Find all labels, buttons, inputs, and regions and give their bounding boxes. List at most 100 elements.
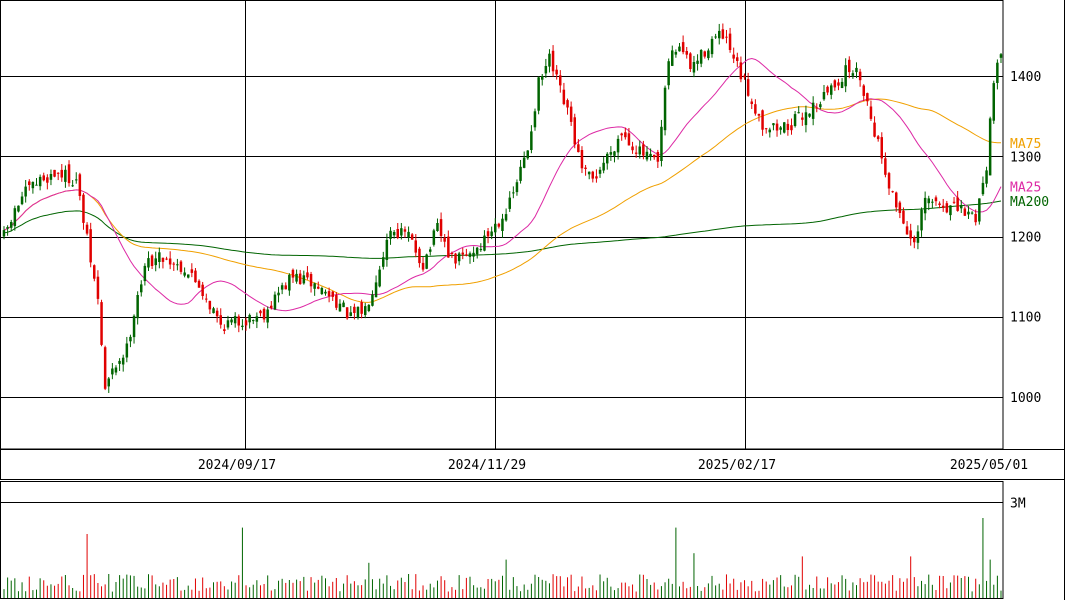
candle-body	[876, 136, 880, 140]
candle-body	[38, 176, 42, 187]
candle-body	[653, 154, 656, 158]
candle-body	[125, 343, 129, 358]
candle-body	[591, 171, 594, 179]
candle-body	[93, 265, 96, 279]
candle-body	[331, 291, 334, 297]
candle-body	[577, 144, 580, 153]
candle-body	[237, 316, 240, 326]
candle-body	[96, 276, 100, 299]
candle-body	[53, 169, 56, 177]
candle-body	[400, 228, 403, 236]
candle-body	[681, 42, 685, 53]
candle-body	[421, 262, 425, 270]
candle-body	[783, 122, 786, 133]
candle-body	[205, 298, 208, 300]
candle-body	[345, 307, 349, 319]
candle-body	[443, 237, 446, 242]
date-tick-label: 2024/11/29	[448, 458, 526, 473]
candle-body	[367, 304, 371, 311]
candle-body	[815, 107, 818, 109]
candle-body	[645, 151, 649, 160]
candle-body	[89, 229, 92, 263]
candle-body	[432, 230, 436, 245]
candle-body	[327, 291, 331, 297]
candle-body	[931, 201, 934, 203]
candle-body	[277, 292, 280, 296]
candle-body	[508, 197, 511, 209]
candle-body	[342, 302, 345, 308]
candle-body	[147, 258, 150, 268]
candle-body	[587, 171, 591, 175]
candle-body	[671, 50, 674, 66]
candle-body	[35, 184, 38, 186]
candle-body	[934, 197, 938, 202]
candle-body	[187, 274, 190, 278]
candle-body	[241, 325, 244, 327]
ma75-label: MA75	[1010, 137, 1041, 152]
candle-body	[140, 284, 143, 293]
candle-body	[519, 166, 522, 181]
candle-body	[165, 258, 168, 260]
candle-body	[49, 174, 53, 180]
candle-body	[642, 144, 645, 156]
candle-body	[616, 138, 620, 153]
candle-body	[555, 69, 558, 75]
candle-body	[649, 153, 652, 157]
candle-body	[129, 336, 132, 342]
candle-body	[927, 198, 930, 204]
price-tick-label: 1100	[1010, 311, 1041, 326]
candle-body	[750, 101, 753, 104]
candle-body	[259, 310, 262, 314]
candle-body	[844, 65, 847, 87]
candle-body	[573, 117, 576, 145]
candle-body	[544, 66, 548, 74]
candle-body	[288, 274, 291, 291]
candle-body	[374, 282, 378, 298]
candle-body	[382, 257, 385, 267]
candle-body	[20, 196, 24, 205]
candle-body	[895, 192, 898, 208]
candle-body	[158, 252, 161, 262]
candle-body	[996, 62, 999, 83]
candle-body	[725, 36, 728, 38]
candle-body	[584, 167, 587, 169]
candle-body	[728, 33, 732, 50]
candle-body	[295, 273, 298, 282]
candle-body	[475, 247, 479, 255]
candle-body	[526, 150, 529, 159]
candle-body	[819, 104, 822, 108]
candle-body	[656, 152, 660, 162]
candle-body	[172, 263, 175, 265]
candle-body	[490, 231, 493, 237]
candle-body	[533, 111, 537, 128]
candle-body	[512, 192, 515, 194]
candle-body	[67, 164, 71, 184]
volume-panel-border	[0, 481, 1004, 599]
candle-body	[168, 258, 172, 265]
candle-body	[194, 270, 197, 283]
candle-body	[833, 80, 837, 88]
candle-body	[793, 114, 797, 126]
candle-body	[425, 254, 428, 269]
candle-body	[736, 57, 739, 61]
candle-body	[353, 306, 356, 313]
candle-body	[562, 89, 566, 105]
candle-body	[580, 150, 584, 169]
candle-body	[414, 240, 417, 253]
candle-body	[909, 230, 912, 239]
candle-body	[801, 117, 804, 120]
candle-body	[898, 202, 902, 213]
candle-body	[24, 186, 27, 197]
candle-body	[439, 219, 443, 236]
candle-body	[634, 152, 638, 154]
candle-body	[486, 231, 490, 237]
candle-body	[317, 286, 320, 289]
candle-body	[302, 275, 306, 284]
candle-body	[183, 272, 186, 276]
candle-body	[255, 316, 259, 322]
candle-body	[988, 118, 992, 176]
candle-body	[530, 131, 533, 150]
candle-body	[548, 53, 551, 67]
candle-body	[150, 255, 154, 266]
